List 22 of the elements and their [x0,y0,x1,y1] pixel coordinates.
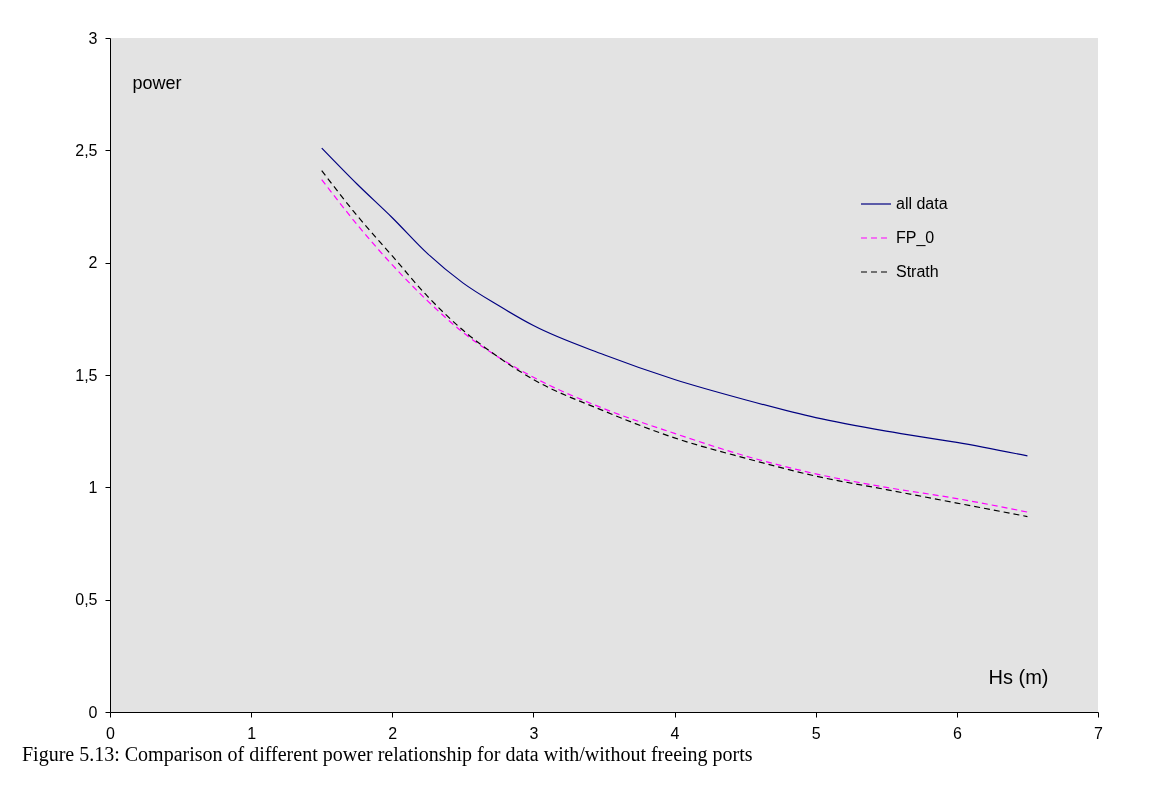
y-axis-title: power [132,72,182,93]
x-tick-label: 2 [388,724,398,742]
y-tick-label: 1 [88,478,98,496]
x-tick-label: 0 [106,724,116,742]
x-tick-label: 3 [529,724,539,742]
y-tick-label: 0,5 [75,591,98,609]
y-tick-label: 1,5 [75,366,98,384]
x-tick-label: 5 [811,724,821,742]
x-tick-label: 1 [247,724,257,742]
legend-label: all data [896,195,948,212]
y-tick-label: 2,5 [75,141,98,159]
caption: Figure 5.13: Comparison of different power relationship for data with/without freeing ports [22,742,754,767]
x-tick-label: 4 [670,724,680,742]
legend-label: FP_0 [896,229,935,247]
y-tick-label: 3 [88,29,98,47]
y-tick-label: 2 [88,254,98,272]
y-tick-label: 0 [88,703,98,721]
line-series [321,147,1029,457]
x-axis-title: Hs (m) [988,665,1049,688]
legend-label: Strath [896,263,939,280]
x-tick-label: 6 [952,724,962,742]
x-tick-label: 7 [1094,724,1104,742]
